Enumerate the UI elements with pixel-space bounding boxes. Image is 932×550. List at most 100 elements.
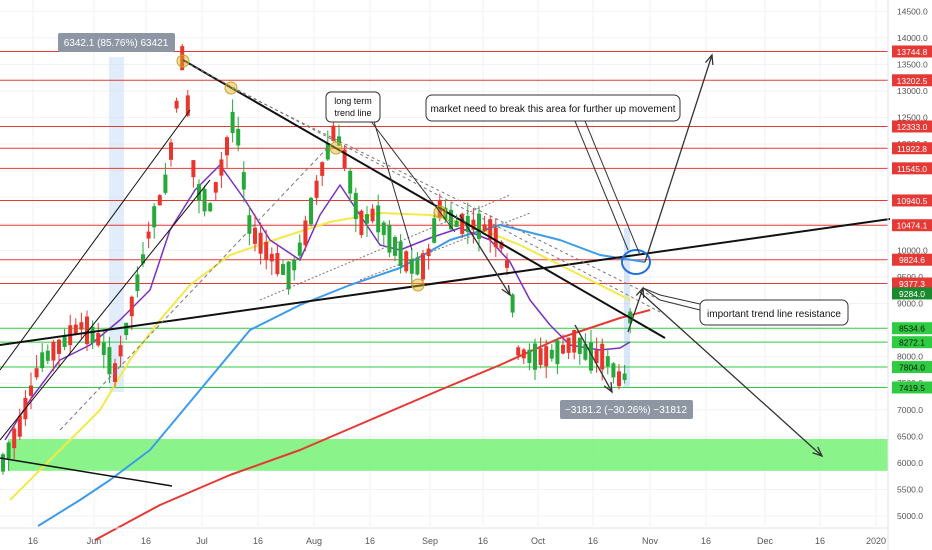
price-tag-label: 11545.0 — [897, 164, 927, 174]
time-tick-label: Jun — [87, 536, 102, 546]
time-tick-label: 16 — [253, 536, 263, 546]
time-tick-label: Dec — [757, 536, 774, 546]
price-tick-label: 10000.0 — [897, 245, 928, 255]
time-tick-label: Sep — [422, 536, 438, 546]
price-tag-bg — [892, 194, 932, 207]
time-tick-label: Aug — [306, 536, 322, 546]
price-tick-label: 5000.0 — [897, 511, 923, 521]
candle-body — [135, 274, 140, 291]
support-zone — [8, 438, 888, 471]
price-tick-label: 9000.0 — [897, 299, 923, 309]
candle-body — [589, 342, 593, 371]
ma-200-line — [94, 309, 651, 541]
candle-body — [510, 294, 515, 313]
dashed-channel-2 — [359, 212, 531, 281]
candle-body — [516, 347, 521, 356]
price-tag: 10940.5 — [892, 194, 932, 207]
price-tag: 10474.1 — [892, 219, 932, 232]
price-tag: 11545.0 — [892, 162, 932, 175]
candle-body — [387, 224, 392, 253]
candle-body — [505, 260, 509, 268]
candle-body — [577, 337, 582, 354]
candle-body — [454, 220, 459, 228]
price-tag-label: 13202.5 — [897, 76, 928, 86]
price-tick-label: 9500.0 — [897, 272, 923, 282]
time-tick-label: Nov — [642, 536, 659, 546]
candle-body — [544, 346, 549, 367]
channel-up-upper — [0, 109, 191, 371]
price-tick-label: 14500.0 — [897, 6, 928, 16]
time-tick-label: 16 — [588, 536, 598, 546]
price-tag-bg — [892, 322, 932, 335]
candle-body — [365, 214, 369, 224]
price-tag: 12333.0 — [892, 120, 932, 133]
dotted-resistance-2 — [231, 87, 661, 301]
candle-body — [253, 227, 257, 244]
channel-up-lower — [0, 179, 211, 441]
pivot-marker — [224, 81, 238, 95]
price-tag-bg — [892, 361, 932, 374]
time-tick-label: 16 — [28, 536, 38, 546]
pivot-marker — [176, 54, 190, 68]
candle-body — [40, 352, 45, 369]
pivot-marker — [411, 278, 425, 292]
price-tag-bg — [892, 381, 932, 394]
candle-body — [124, 322, 129, 336]
candle-body — [617, 371, 621, 387]
candle-body — [146, 231, 151, 239]
measure-label-up: 6342.1 (85.76%) 63421 — [58, 33, 175, 52]
candle-body — [208, 203, 213, 212]
price-tag-label: 13744.8 — [897, 47, 928, 57]
price-tag-bg — [892, 74, 932, 87]
price-tag-label: 9824.6 — [899, 255, 925, 265]
ma-20-line — [4, 164, 631, 441]
candle-body — [213, 182, 218, 193]
time-tick-label: 16 — [141, 536, 151, 546]
time-axis: 16 Jun 16 Jul 16 Aug 16 Sep 16 Oct 16 Nov 16 Dec 16 202… — [0, 527, 888, 546]
candle-body — [29, 385, 33, 396]
callout-long-term: long term trend line — [325, 91, 381, 123]
candle-body — [533, 343, 537, 370]
ma-50-line — [9, 212, 631, 501]
candle-body — [286, 261, 291, 290]
candle-body — [129, 296, 134, 317]
candle-body — [297, 242, 302, 256]
candle-body — [45, 350, 50, 361]
time-tick-label: 16 — [478, 536, 488, 546]
arrow-drop-head — [603, 381, 613, 394]
candle-body — [426, 248, 431, 257]
price-tag-bg — [892, 336, 932, 349]
price-tag-bg — [892, 162, 932, 175]
candle-body — [157, 195, 162, 206]
annotation-pointer — [584, 120, 641, 256]
price-tag-label: 10940.5 — [897, 196, 928, 206]
candle-body — [325, 142, 330, 160]
callout-text: long term — [334, 96, 372, 106]
measure-label-down: −3181.2 (−30.26%) −31812 — [560, 400, 693, 419]
price-tag: 9824.6 — [892, 253, 932, 266]
arrow-drop — [574, 324, 613, 393]
price-tag-bg — [892, 253, 932, 266]
candle-body — [247, 215, 252, 234]
candle-body — [107, 347, 112, 375]
candle-body — [219, 159, 224, 176]
price-axis: 14500.014000.013500.013000.012500.012000… — [887, 0, 932, 550]
candle-body — [309, 197, 313, 225]
candle-body — [460, 213, 465, 234]
trendline-bottom — [0, 457, 173, 487]
price-tick-label: 6500.0 — [897, 431, 923, 441]
price-tag-bg — [892, 142, 932, 155]
candle-body — [415, 258, 420, 275]
candle-body — [225, 137, 229, 156]
candle-body — [538, 348, 543, 366]
candle-body — [174, 100, 179, 109]
candle-body — [185, 95, 190, 116]
price-tick-label: 13500.0 — [897, 59, 928, 69]
candle-body — [398, 241, 403, 267]
price-tag-label: 9377.3 — [899, 279, 925, 289]
time-tick-label: Jul — [196, 536, 208, 546]
annotation-pointer — [574, 120, 629, 251]
callout-text: market need to break this area for furth… — [430, 104, 675, 115]
price-tag-label: 8272.1 — [899, 338, 925, 348]
candle-body — [275, 253, 280, 275]
